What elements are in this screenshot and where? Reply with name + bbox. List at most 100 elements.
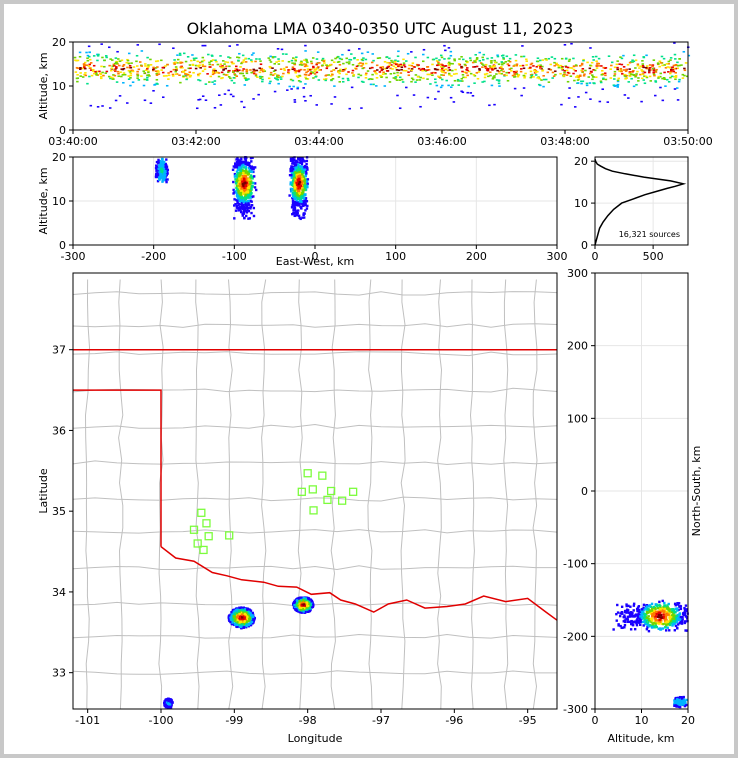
time-height-source [453,59,456,62]
time-height-source [434,72,437,74]
ew-height-source [297,209,300,212]
ew-height-source [305,200,309,203]
plan-view-x-tick-label: -96 [445,714,463,727]
time-height-source [396,74,400,77]
time-height-source [435,57,438,60]
time-height-source [321,64,324,67]
ns-height-x-tick-label: 20 [681,714,695,727]
time-height-source [268,82,271,85]
time-height-source [216,63,220,66]
ew-height-source [241,185,244,189]
plan-view-source [169,703,172,706]
plan-view-source [247,614,250,617]
ew-height-source [245,196,248,199]
time-height-source [454,68,457,71]
time-height-source [491,69,494,71]
ew-height-source [301,185,304,189]
plan-view-source [300,608,303,611]
plan-view-source [233,623,237,626]
time-height-source [659,62,663,64]
time-height-source [291,62,294,64]
ns-height-source [654,603,657,606]
ew-height-source [289,169,292,173]
ns-height-source [660,616,663,619]
time-height-source [534,70,538,72]
time-height-source [315,67,318,70]
plan-view-source [246,623,249,626]
ns-height-source [658,603,661,607]
time-height-source [437,90,440,93]
ew-height-source [242,166,246,169]
ns-height-source [619,612,622,615]
time-height-source [79,75,82,77]
plan-view-source [163,701,166,704]
time-height-source [421,69,424,72]
time-height-source [597,57,601,60]
time-height-y-tick-label: 20 [52,36,66,49]
ns-height-source [685,615,688,619]
time-height-source [497,70,501,73]
ew-height-source [158,165,161,168]
plan-view-source [163,704,167,708]
time-height-source [179,54,182,56]
time-height-source [502,56,505,59]
ns-height-source [626,618,630,621]
time-height-source [143,99,147,102]
ew-height-source [298,161,301,165]
county-line [72,291,558,296]
ew-height-source [162,164,166,168]
time-height-source [396,55,400,58]
time-height-source [620,63,624,66]
ns-height-source [640,609,643,613]
plan-view-source [235,625,238,628]
time-height-source [399,63,402,66]
ew-height-source [301,216,304,219]
time-height-x-tick-label: 03:46:00 [417,135,466,148]
time-height-source [362,57,365,59]
time-height-source [630,77,633,80]
plan-view-source [239,627,243,630]
time-height-source [206,73,209,75]
time-height-sources [73,42,691,110]
ew-height-source [302,197,306,200]
time-height-source [154,67,158,69]
county-line [72,565,557,571]
time-height-source [645,76,649,79]
time-height-source [467,85,470,88]
ew-height-source [304,188,307,192]
ew-height-source [158,178,161,181]
ew-height-source [248,217,252,220]
time-height-source [542,85,545,88]
ew-height-source [242,210,246,214]
plan-view-source [308,601,312,604]
ew-height-source [292,174,296,178]
time-height-source [91,68,95,71]
time-height-source [174,66,178,68]
ew-height-source [158,174,161,177]
time-height-source [493,59,496,62]
time-height-source [151,68,155,71]
time-height-source [250,60,254,63]
plan-view-source [167,705,171,708]
time-height-source [76,59,80,62]
ew-height-source [164,178,167,182]
ns-height-source [652,622,656,625]
ns-height-source [679,615,683,619]
time-height-source [602,78,605,80]
time-height-source [227,70,230,72]
time-height-source [272,70,276,73]
ew-height-source [306,185,309,189]
plan-view-source [251,615,254,618]
time-height-source [447,62,450,65]
time-height-source [595,67,599,69]
plan-view-source [235,612,239,615]
time-height-x-tick-label: 03:50:00 [663,135,712,148]
time-height-source [375,85,378,87]
time-height-source [511,74,515,77]
ew-height-source [299,170,303,173]
time-height-source [219,65,222,68]
ns-height-source [644,607,648,610]
time-height-source [667,71,670,73]
time-height-source [672,67,676,70]
time-height-source [519,64,522,67]
